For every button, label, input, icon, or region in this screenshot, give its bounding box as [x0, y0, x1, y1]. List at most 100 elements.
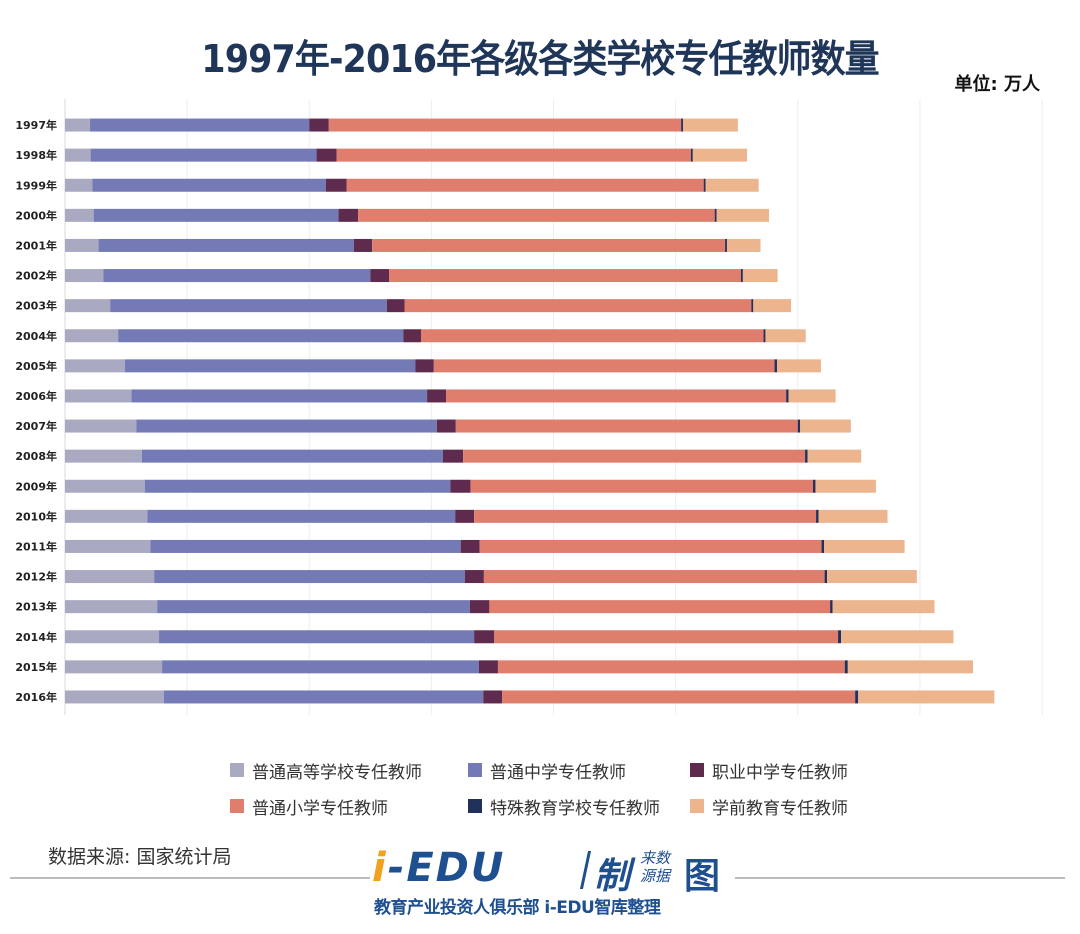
bar-segment: [346, 178, 704, 192]
bar-segment: [776, 359, 821, 373]
bar-segment: [681, 118, 684, 132]
bar-segment: [328, 118, 682, 132]
bar-segment: [502, 690, 856, 704]
bar-segment: [844, 660, 848, 674]
bar-segment: [65, 660, 163, 674]
bar-segment: [827, 570, 917, 584]
y-tick-label: 2006年: [15, 389, 57, 403]
legend: 普通高等学校专任教师 普通中学专任教师 职业中学专任教师 普通小学专任教师 特殊…: [230, 752, 890, 824]
bar-segment: [800, 419, 851, 433]
y-tick-label: 2008年: [15, 449, 57, 463]
bar-segment: [370, 269, 390, 283]
bar-segment: [386, 299, 405, 313]
bar-segment: [65, 539, 151, 553]
bar-segment: [65, 329, 119, 343]
x-tick-label: 800: [544, 724, 562, 725]
bar-segment: [832, 600, 935, 614]
x-tick-label: 1400: [908, 724, 932, 725]
bar-segment: [838, 630, 842, 644]
bar-segment: [682, 118, 738, 132]
legend-label: 普通高等学校专任教师: [252, 762, 422, 783]
unit-label: 单位: 万人: [954, 74, 1040, 95]
bar-segment: [65, 630, 160, 644]
footer-line-right: [735, 877, 1065, 879]
stacked-bar-chart: 1997年 1998年 1999年 2000年 2001年 2002年 2003年 2004年…: [15, 99, 1054, 725]
x-tick-label: 0: [62, 724, 68, 725]
y-tick-label: 2003年: [15, 299, 57, 313]
y-tick-label: 2016年: [15, 690, 57, 704]
bar-segment: [714, 208, 717, 222]
bar-segment: [325, 178, 347, 192]
bar-segment: [93, 208, 339, 222]
y-tick-label: 2007年: [15, 419, 57, 433]
legend-swatch: [690, 763, 704, 777]
bar-segment: [479, 660, 498, 674]
y-tick-label: 2000年: [15, 208, 57, 222]
legend-label: 普通中学专任教师: [490, 762, 626, 783]
bar-segment: [703, 178, 706, 192]
bar-segment: [65, 208, 94, 222]
bar-segment: [807, 449, 862, 463]
logo-subtitle: 教育产业投资人俱乐部 i-EDU智库整理: [374, 898, 661, 918]
bar-segment: [821, 539, 825, 553]
bar-segment: [464, 570, 484, 584]
y-axis-labels: 1997年 1998年 1999年 2000年 2001年 2002年 2003年 2004年…: [15, 118, 57, 704]
y-tick-label: 2015年: [15, 660, 57, 674]
bar-segment: [816, 509, 819, 523]
bar-segment: [336, 148, 691, 162]
bar-segment: [763, 329, 766, 343]
bar-segment: [494, 630, 839, 644]
bar-segment: [65, 690, 164, 704]
bar-segment: [483, 570, 825, 584]
bar-segment: [436, 419, 456, 433]
bar-segment: [420, 329, 764, 343]
bar-segment: [65, 509, 148, 523]
bar-segment: [65, 178, 93, 192]
bar-segment: [824, 570, 828, 584]
bar-segment: [824, 539, 905, 553]
bar-segment: [830, 600, 833, 614]
logo-separator: [579, 851, 592, 889]
bar-segment: [65, 449, 142, 463]
bar-segment: [309, 118, 329, 132]
bar-segment: [90, 148, 317, 162]
bars: [65, 118, 995, 704]
bar-segment: [110, 299, 387, 313]
logo-small-text: 来数 源据: [640, 849, 671, 885]
x-tick-label: 400: [300, 724, 318, 725]
bar-segment: [855, 690, 859, 704]
bar-segment: [118, 329, 404, 343]
bar-segment: [742, 269, 778, 283]
i-edu-logo: i-EDU 制 来数 源据 图 教育产业投资人俱乐部 i-EDU智库整理: [372, 845, 732, 920]
bar-segment: [124, 359, 416, 373]
bar-segment: [690, 148, 693, 162]
y-tick-label: 2009年: [15, 479, 57, 493]
logo-wordmark: i-EDU: [372, 845, 506, 891]
legend-swatch: [468, 799, 482, 813]
bar-segment: [446, 389, 787, 403]
legend-item: 职业中学专任教师: [690, 758, 848, 783]
bar-segment: [131, 389, 428, 403]
legend-swatch: [468, 763, 482, 777]
bar-segment: [65, 238, 99, 252]
bar-segment: [474, 509, 817, 523]
bar-segment: [433, 359, 775, 373]
x-tick-label: 600: [422, 724, 440, 725]
bar-segment: [103, 269, 371, 283]
bar-segment: [460, 539, 480, 553]
x-tick-label: 200: [178, 724, 196, 725]
legend-label: 普通小学专任教师: [252, 798, 388, 819]
legend-swatch: [230, 763, 244, 777]
chart-title: 1997年-2016年各级各类学校专任教师数量: [201, 37, 879, 81]
y-tick-label: 2012年: [15, 570, 57, 584]
y-tick-label: 1997年: [15, 118, 57, 132]
bar-segment: [716, 208, 770, 222]
bar-segment: [163, 690, 484, 704]
y-tick-label: 2005年: [15, 359, 57, 373]
bar-segment: [65, 269, 104, 283]
bar-segment: [154, 570, 465, 584]
y-tick-label: 2004年: [15, 329, 57, 343]
bar-segment: [774, 359, 777, 373]
bar-segment: [65, 419, 137, 433]
x-axis-labels: 0 200 400 600 800 1000 1200 1400 1600: [62, 724, 1054, 725]
